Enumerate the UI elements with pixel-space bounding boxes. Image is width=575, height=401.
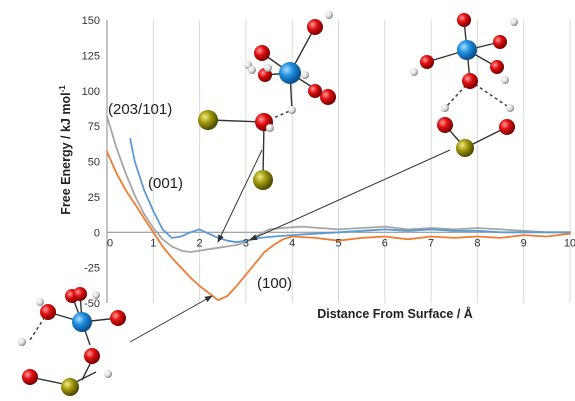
svg-text:Free Energy / kJ mol-1: Free Energy / kJ mol-1 <box>58 85 73 215</box>
molecule-structure-bottom <box>18 287 126 396</box>
hydrogen-atom <box>501 76 509 84</box>
grid-lines <box>152 20 571 303</box>
hydrogen-atom <box>410 68 418 76</box>
uranium-atom <box>279 62 301 84</box>
oxygen-atom <box>493 35 507 49</box>
annotation-arrows <box>129 149 451 343</box>
x-tick-label: 7 <box>428 237 434 249</box>
y-tick-label: 0 <box>94 227 100 239</box>
y-axis-title-main: Free Energy / kJ mol <box>59 92 73 214</box>
y-axis-title: Free Energy / kJ mol-1 <box>58 85 73 215</box>
y-tick-label: 100 <box>82 86 100 98</box>
y-tick-label: -25 <box>84 263 100 275</box>
hydrogen-atom <box>441 104 449 112</box>
hydrogen-atom <box>266 124 274 132</box>
oxygen-atom <box>420 55 434 69</box>
series-label-203-101: (203/101) <box>108 101 172 118</box>
molecule-structure-right <box>410 13 518 157</box>
y-tick-label: 125 <box>82 50 100 62</box>
x-axis-title: Distance From Surface / Å <box>317 306 473 321</box>
hydrogen-atom <box>510 18 518 26</box>
uranium-atom <box>72 312 92 332</box>
y-tick-label: 75 <box>88 121 100 133</box>
series-label-001: (001) <box>148 175 183 192</box>
oxygen-atom <box>307 19 323 35</box>
x-tick-label: 2 <box>197 237 203 249</box>
y-tick-label: 50 <box>88 157 100 169</box>
iron-atom <box>456 139 474 157</box>
x-tick-label: 5 <box>335 237 341 249</box>
arrow-top-right <box>249 149 451 241</box>
hydrogen-atom <box>506 104 514 112</box>
x-tick-label: 8 <box>474 237 480 249</box>
series-line-1 <box>129 137 571 244</box>
x-tick-label: 9 <box>521 237 527 249</box>
y-tick-label: 150 <box>82 15 100 27</box>
oxygen-atom <box>437 117 453 133</box>
series-line-2 <box>106 150 571 302</box>
oxygen-atom <box>254 45 270 61</box>
hydrogen-atom <box>264 64 272 72</box>
arrow-bottom-left <box>129 295 213 343</box>
hydrogen-atom <box>104 370 112 378</box>
hydrogen-atom <box>288 106 296 114</box>
oxygen-atom <box>84 348 100 364</box>
y-tick-label: 25 <box>88 192 100 204</box>
iron-atom <box>253 170 273 190</box>
hydrogen-atom <box>248 66 256 74</box>
oxygen-atom <box>490 60 504 74</box>
uranium-atom <box>457 40 477 60</box>
oxygen-atom <box>110 310 126 326</box>
tick-labels: 0 1 2 3 4 5 6 7 8 9 10 -50 -25 0 25 50 75 100 125 150 <box>82 15 575 310</box>
hydrogen-atom <box>36 298 44 306</box>
x-tick-label: 10 <box>564 237 575 249</box>
x-tick-label: 3 <box>243 237 249 249</box>
oxygen-atom <box>499 119 515 135</box>
iron-atom <box>61 378 79 396</box>
hydrogen-atom <box>18 338 26 346</box>
x-tick-label: 6 <box>382 237 388 249</box>
hydrogen-atom <box>301 71 309 79</box>
y-tick-label: -50 <box>84 298 100 310</box>
x-tick-label: 4 <box>289 237 295 249</box>
hydrogen-atom <box>92 291 100 299</box>
oxygen-atom <box>22 369 38 385</box>
oxygen-atom <box>457 13 471 27</box>
series-label-100: (100) <box>257 275 292 292</box>
arrow-top-left <box>217 149 263 243</box>
oxygen-atom <box>308 84 322 98</box>
molecule-structure-top <box>198 11 336 190</box>
oxygen-atom <box>462 73 478 89</box>
iron-atom <box>198 110 218 130</box>
oxygen-atom <box>40 304 56 320</box>
oxygen-atom <box>320 89 336 105</box>
x-tick-label: 0 <box>107 237 113 249</box>
oxygen-atom <box>73 287 87 301</box>
y-axis-title-superscript: -1 <box>58 85 67 93</box>
x-tick-label: 1 <box>150 237 156 249</box>
hydrogen-atom <box>325 11 333 19</box>
